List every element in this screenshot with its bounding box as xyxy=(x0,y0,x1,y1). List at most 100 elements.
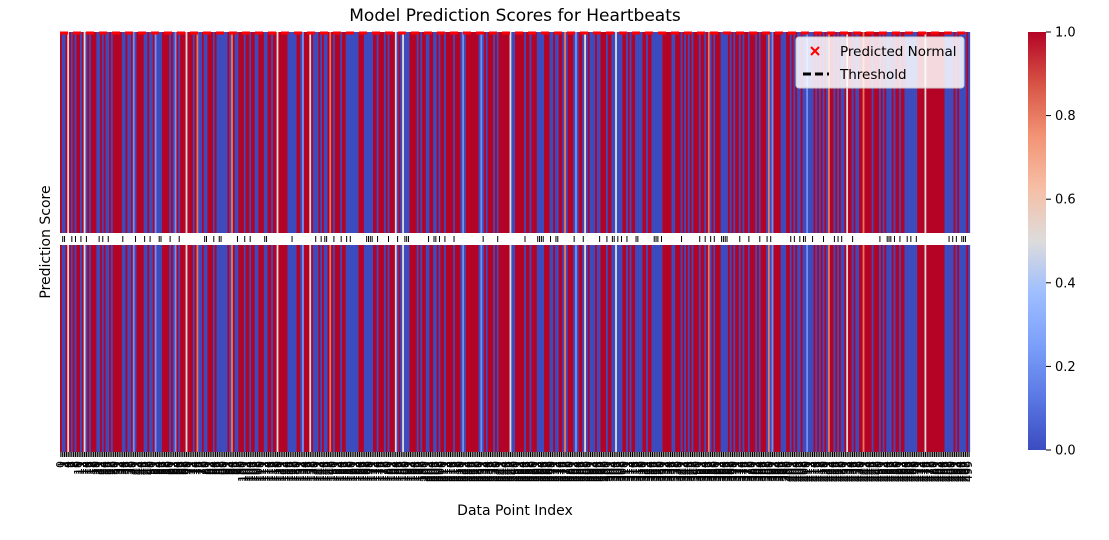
x-tick-label: 322 xyxy=(640,461,653,482)
heatmap-cell xyxy=(251,32,254,233)
heatmap-cell xyxy=(462,245,465,452)
heatmap-cell xyxy=(358,245,361,452)
x-tick-label: 385 xyxy=(755,461,768,482)
x-tick-label: 194 xyxy=(407,461,420,482)
heatmap-cell xyxy=(342,32,345,233)
x-tick-label: 169 xyxy=(361,461,374,482)
x-tick-label: 222 xyxy=(458,461,471,482)
heatmap-cell xyxy=(811,245,814,452)
heatmap-cell xyxy=(840,245,843,452)
x-tick-label: 436 xyxy=(847,461,860,482)
heatmap-cell xyxy=(152,245,155,452)
heatmap-cell xyxy=(826,32,829,233)
heatmap-cell xyxy=(422,245,425,452)
x-tick-label: 323 xyxy=(642,461,655,482)
x-tick-label: 373 xyxy=(733,461,746,482)
x-tick-label: 242 xyxy=(494,461,507,482)
x-tick-label: 24 xyxy=(98,461,111,475)
x-tick-label: 291 xyxy=(584,461,597,482)
heatmap-cell xyxy=(966,32,969,233)
x-tick-label: 280 xyxy=(564,461,577,482)
heatmap-cell xyxy=(365,245,368,452)
heatmap-cell xyxy=(72,32,75,233)
heatmap-cell xyxy=(218,245,221,452)
heatmap-cell xyxy=(929,32,932,233)
x-tick-label: 479 xyxy=(926,461,939,482)
heatmap-cell xyxy=(673,245,676,452)
heatmap-cell xyxy=(687,32,690,233)
heatmap-cell xyxy=(667,32,670,233)
heatmap-cell xyxy=(464,245,467,452)
x-tick-label: 294 xyxy=(589,461,602,482)
heatmap-cell xyxy=(444,245,446,452)
heatmap-cell xyxy=(809,32,812,233)
x-tick-label: 320 xyxy=(636,461,649,482)
x-tick-label: 188 xyxy=(396,461,409,482)
heatmap-cell xyxy=(205,245,208,452)
heatmap-cell xyxy=(283,245,286,452)
x-tick-label: 146 xyxy=(320,461,333,482)
heatmap-cell xyxy=(793,245,796,452)
x-tick-label: 357 xyxy=(704,461,717,482)
heatmap-cell xyxy=(83,245,86,452)
heatmap-cell xyxy=(511,245,514,452)
heatmap-cell xyxy=(791,32,794,233)
x-tick-label: 476 xyxy=(920,461,933,482)
x-tick-label: 214 xyxy=(443,461,456,482)
x-tick-label: 311 xyxy=(620,461,633,482)
x-tick-label: 367 xyxy=(722,461,735,482)
x-tick-label: 175 xyxy=(372,461,385,482)
heatmap-cell xyxy=(846,245,849,452)
x-tick-label: 334 xyxy=(662,461,675,482)
heatmap-cell xyxy=(520,32,523,233)
x-tick-label: 447 xyxy=(867,461,880,482)
x-tick-label: 90 xyxy=(218,461,231,475)
heatmap-cell xyxy=(236,32,239,233)
heatmap-cell xyxy=(245,245,248,452)
legend-x-marker xyxy=(810,46,820,56)
heatmap-cell xyxy=(221,245,224,452)
heatmap-cell xyxy=(644,32,647,233)
x-tick-label: 53 xyxy=(150,461,163,475)
heatmap-cell xyxy=(331,32,334,233)
x-tick-label: 163 xyxy=(351,461,364,482)
heatmap-cell xyxy=(305,32,308,233)
heatmap-cell xyxy=(800,32,803,233)
x-tick-label: 418 xyxy=(815,461,828,482)
x-tick-label: 288 xyxy=(578,461,591,482)
x-tick-label: 143 xyxy=(314,461,327,482)
heatmap-cell xyxy=(853,245,856,452)
heatmap-cell xyxy=(487,32,490,233)
x-tick-label: 405 xyxy=(791,461,804,482)
heatmap-cell xyxy=(105,32,108,233)
x-tick-label: 275 xyxy=(554,461,567,482)
heatmap-cell xyxy=(120,32,123,233)
x-tick-label: 237 xyxy=(485,461,498,482)
x-tick-label: 339 xyxy=(671,461,684,482)
x-tick-label: 338 xyxy=(669,461,682,482)
x-tick-label: 235 xyxy=(482,461,495,482)
x-tick-label: 443 xyxy=(860,461,873,482)
heatmap-cell xyxy=(418,32,421,233)
heatmap-cell xyxy=(689,245,692,452)
heatmap-cell xyxy=(738,32,741,233)
heatmap-cell xyxy=(647,245,650,452)
heatmap-cell xyxy=(737,245,740,452)
heatmap-cell xyxy=(382,32,385,233)
heatmap-cell xyxy=(374,32,377,233)
x-tick-label: 425 xyxy=(827,461,840,482)
heatmap-cell xyxy=(813,245,816,452)
x-tick-label: 328 xyxy=(651,461,664,482)
heatmap-cell xyxy=(467,245,470,452)
x-tick-label: 409 xyxy=(798,461,811,482)
x-tick-label: 215 xyxy=(445,461,458,482)
heatmap-cell xyxy=(385,245,388,452)
x-tick-label: 134 xyxy=(298,461,311,482)
heatmap-cell xyxy=(272,245,275,452)
x-tick-label: 47 xyxy=(139,461,152,475)
heatmap-cell xyxy=(101,32,104,233)
x-tick-label: 437 xyxy=(849,461,862,482)
heatmap-cell xyxy=(673,32,676,233)
heatmap-cell xyxy=(507,245,510,452)
x-tick-label: 4 xyxy=(61,461,74,468)
